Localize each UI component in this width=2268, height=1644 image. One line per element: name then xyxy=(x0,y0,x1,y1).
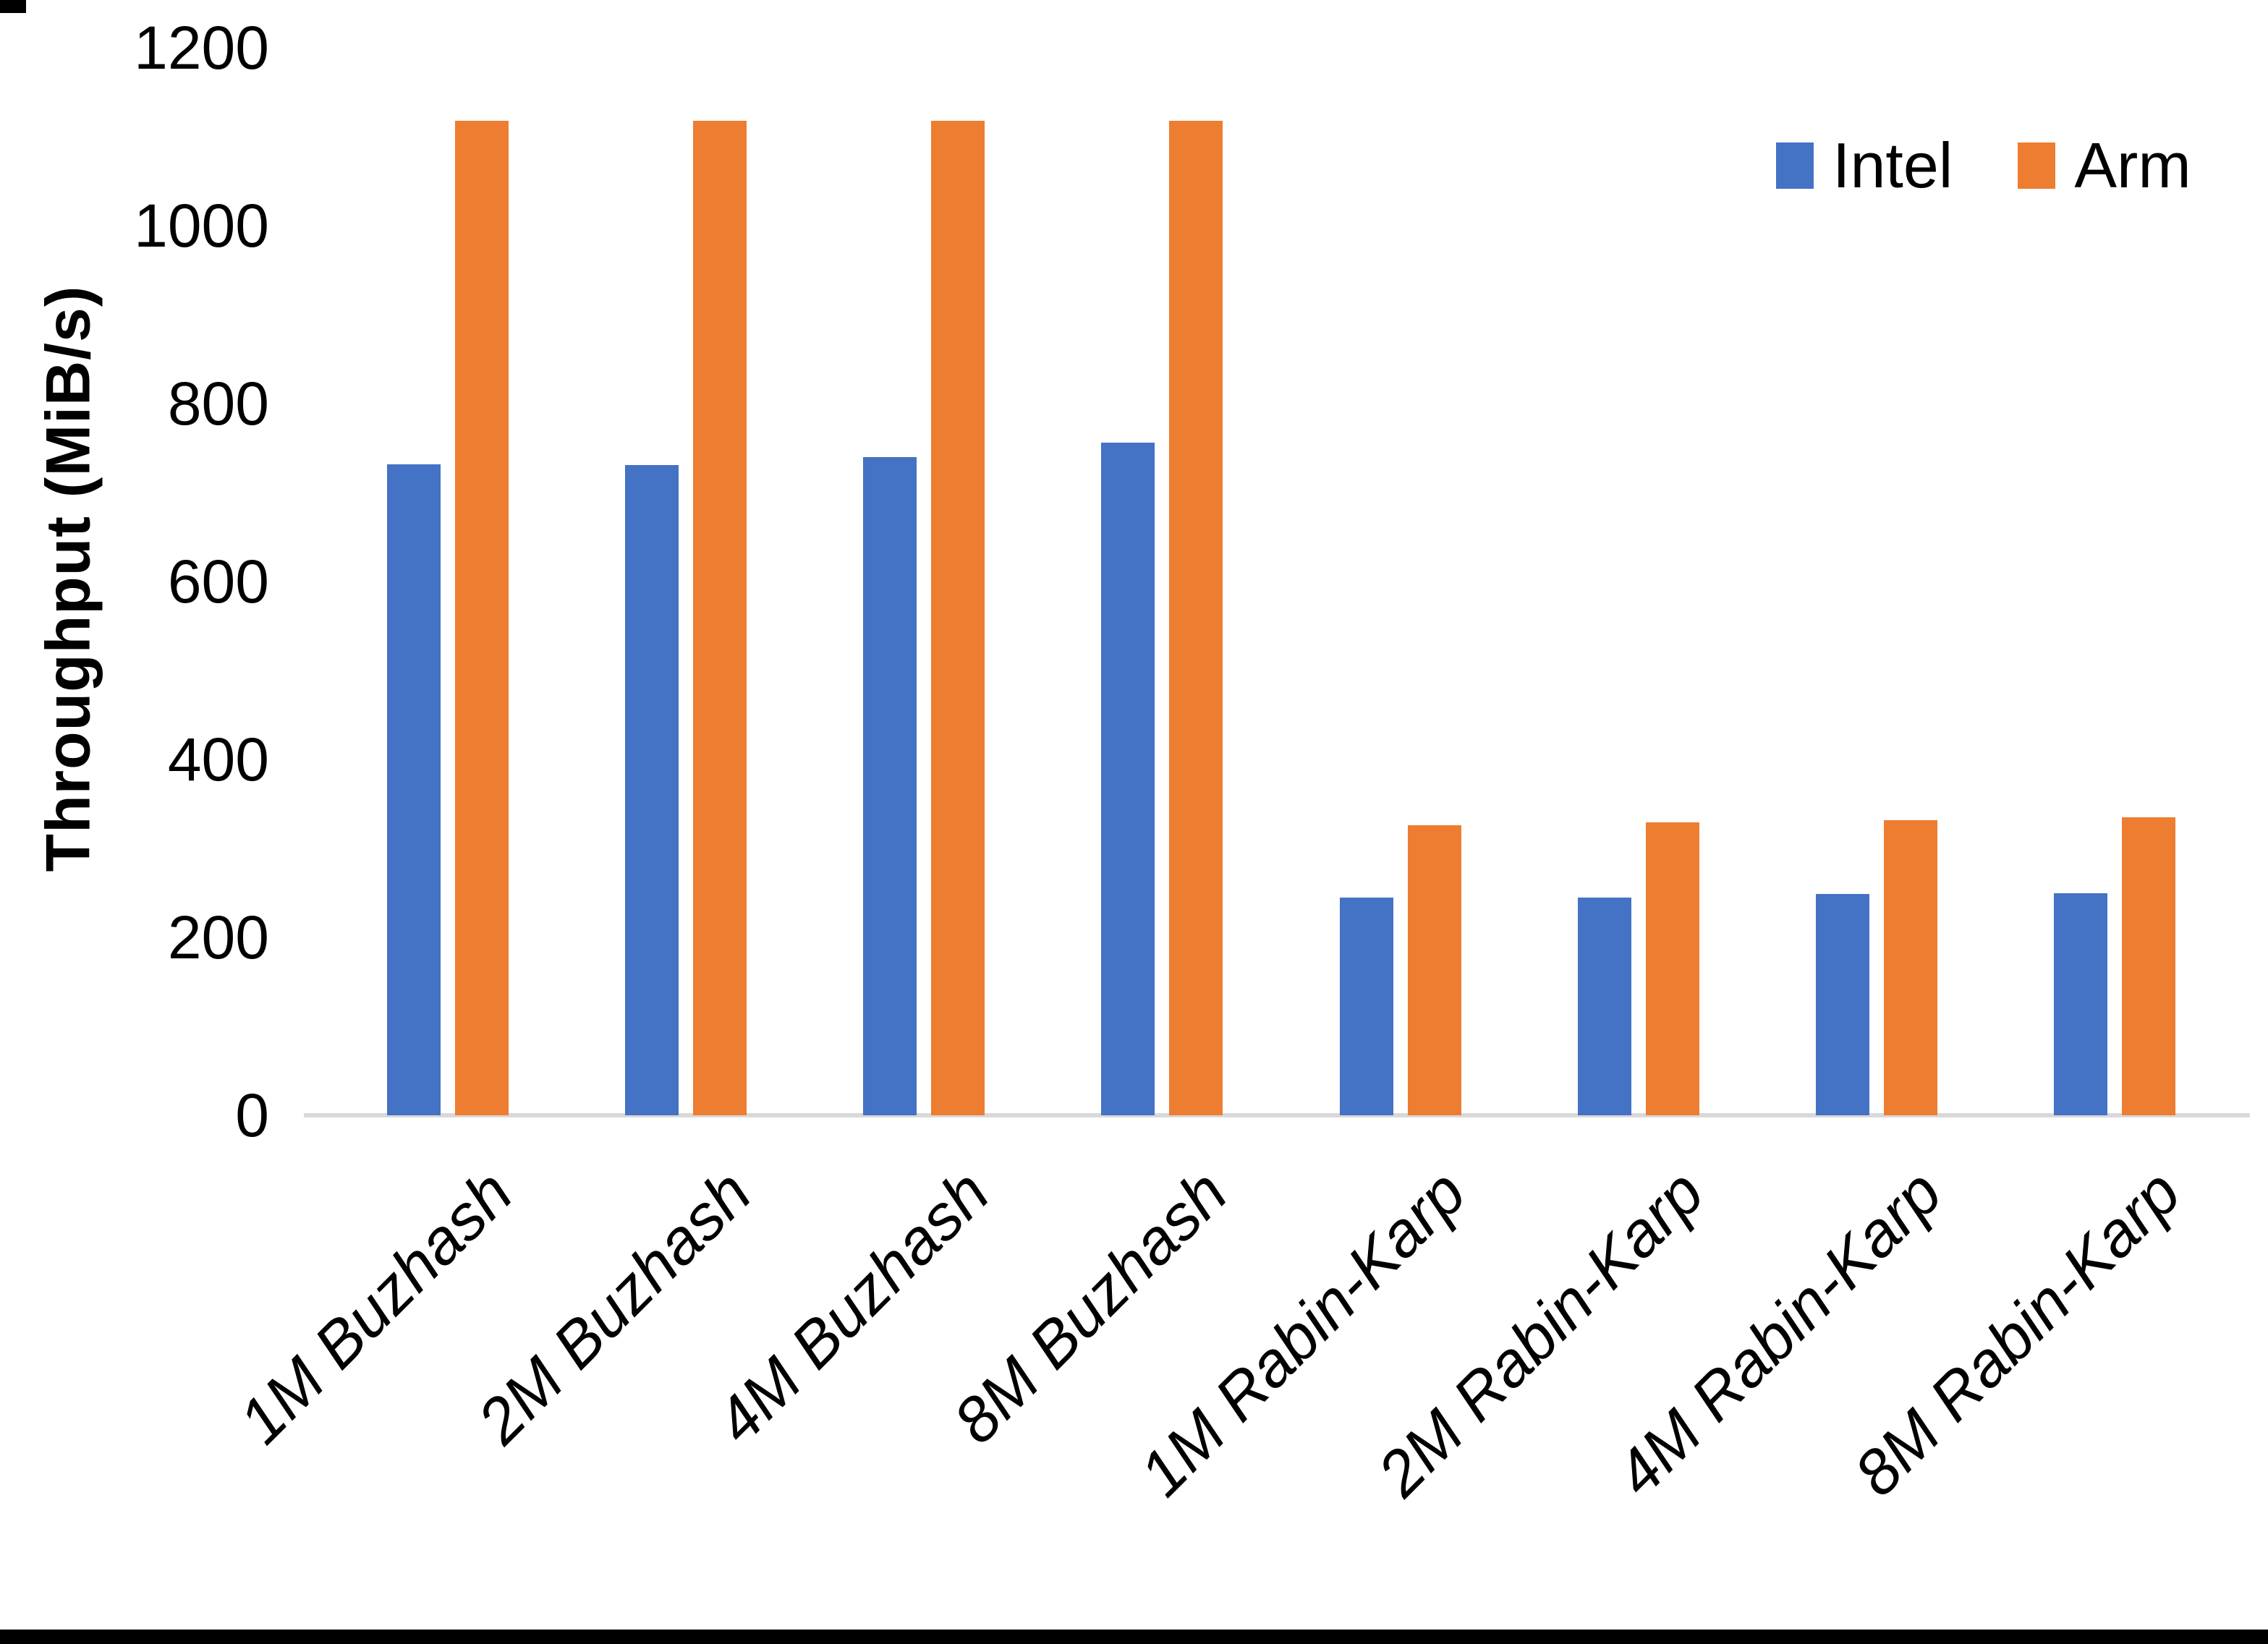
y-tick-label: 600 xyxy=(167,548,269,616)
bar-intel-4m-buzhash xyxy=(863,456,917,1115)
legend-swatch-arm xyxy=(2018,142,2056,189)
bar-intel-1m-buzhash xyxy=(386,464,441,1115)
bar-intel-8m-buzhash xyxy=(1101,443,1155,1115)
legend-label-intel: Intel xyxy=(1832,129,1953,201)
legend-item-intel: Intel xyxy=(1776,134,1953,197)
y-tick-label: 200 xyxy=(167,903,269,971)
y-tick-label: 0 xyxy=(235,1081,269,1149)
y-tick-label: 1200 xyxy=(134,14,269,82)
bar-group-8m-rabin-karp xyxy=(1996,48,2234,1115)
bar-group-4m-rabin-karp xyxy=(1758,48,1996,1115)
bar-arm-4m-buzhash xyxy=(931,120,985,1115)
legend: Intel Arm xyxy=(1776,134,2191,197)
bar-intel-4m-rabin-karp xyxy=(1816,893,1870,1115)
bar-group-1m-rabin-karp xyxy=(1281,48,1519,1115)
y-tick-label: 1000 xyxy=(134,192,269,260)
legend-item-arm: Arm xyxy=(2018,134,2191,197)
bar-arm-4m-rabin-karp xyxy=(1884,819,1938,1115)
x-axis-line xyxy=(304,1113,2250,1117)
bar-arm-1m-rabin-karp xyxy=(1407,825,1461,1115)
bar-arm-8m-buzhash xyxy=(1169,120,1223,1115)
bar-intel-1m-rabin-karp xyxy=(1339,897,1393,1115)
bar-arm-2m-buzhash xyxy=(692,120,747,1115)
y-tick-label: 800 xyxy=(167,370,269,438)
y-tick-label: 400 xyxy=(167,725,269,793)
bar-intel-2m-buzhash xyxy=(624,464,679,1115)
bar-arm-2m-rabin-karp xyxy=(1645,822,1699,1115)
bar-arm-8m-rabin-karp xyxy=(2122,817,2176,1115)
window-corner-mark xyxy=(0,0,26,13)
bar-group-4m-buzhash xyxy=(805,48,1043,1115)
bar-group-8m-buzhash xyxy=(1043,48,1281,1115)
bar-intel-2m-rabin-karp xyxy=(1577,897,1631,1115)
bar-group-2m-buzhash xyxy=(566,48,804,1115)
bar-intel-8m-rabin-karp xyxy=(2054,893,2108,1115)
window-bottom-edge xyxy=(0,1630,2268,1644)
bar-arm-1m-buzhash xyxy=(454,120,509,1115)
legend-swatch-intel xyxy=(1776,142,1814,189)
legend-label-arm: Arm xyxy=(2074,129,2191,201)
plot-area xyxy=(328,48,2234,1115)
bar-group-1m-buzhash xyxy=(328,48,566,1115)
bar-group-2m-rabin-karp xyxy=(1519,48,1757,1115)
